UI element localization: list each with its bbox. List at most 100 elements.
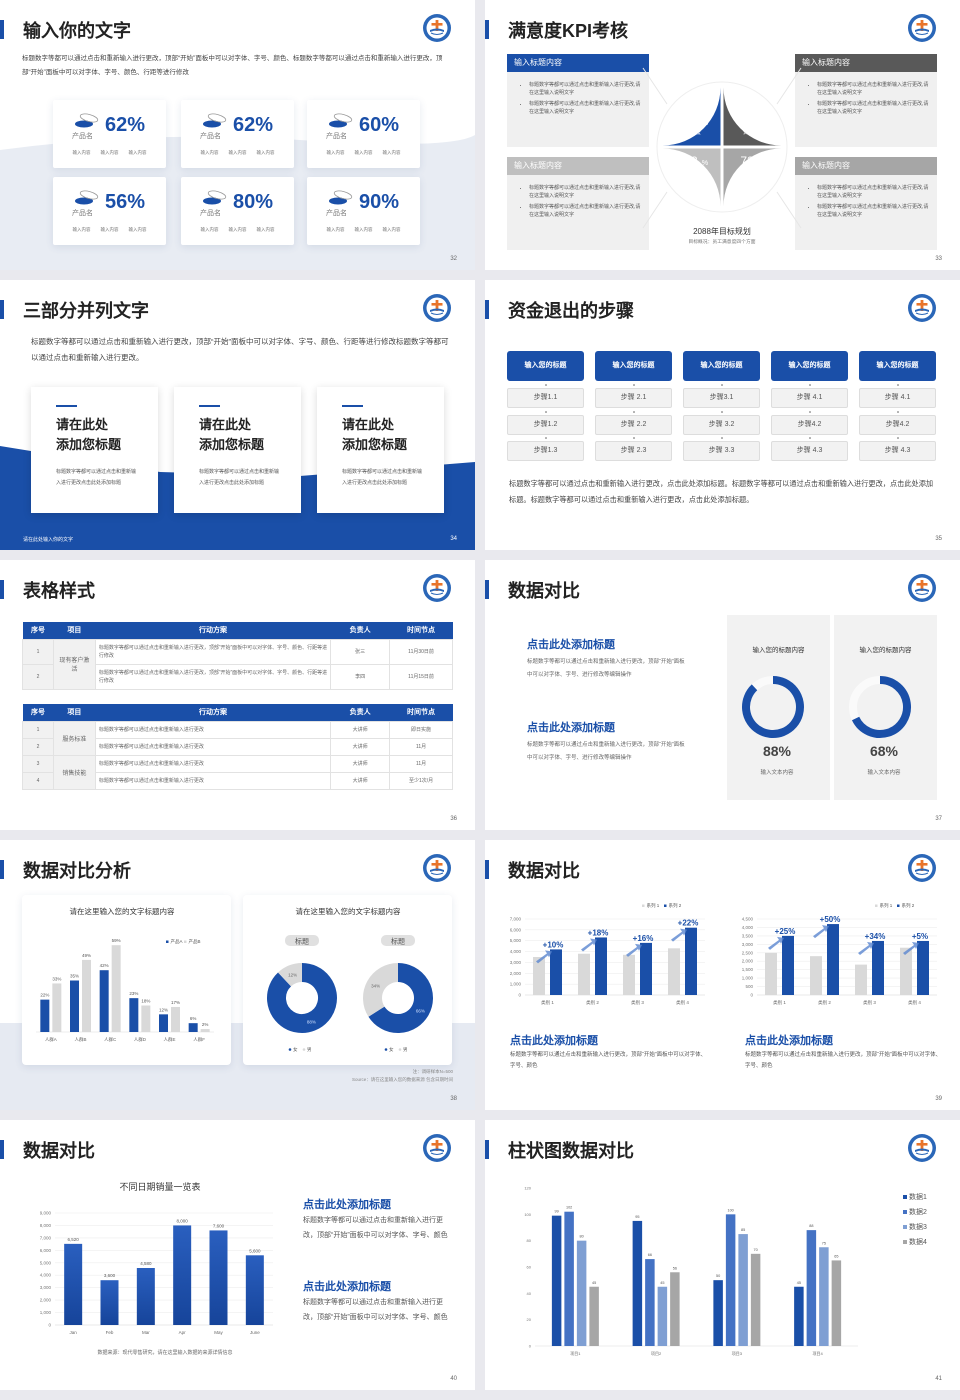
growth-arrow-icon [626,943,642,957]
kpi-card: 56% 产品名 输入内容 输入内容 输入内容 [53,177,166,245]
legend-label: 数据1 [909,1192,927,1201]
title-accent-bar [485,860,489,879]
page-number: 33 [935,256,942,262]
chart-canvas: 0 20 40 60 80 100 120 项目1 99 102 80 45 项目2 95 66 45 56 项目… [524,1186,927,1357]
quadrant-unit: % [758,120,764,127]
y-tick-label: 1,000 [742,976,754,981]
bullet-list: 标题数字等都可以通过点击和重新输入进行更改,请在这里输入说明文字标题数字等都可以… [525,185,641,219]
y-tick-label: 2,000 [40,1298,52,1303]
plan-cell: 标题数字等都可以通过点击和重新输入进行更改 [94,771,332,790]
title-accent-bar [0,20,4,39]
data-label: 50 [716,1274,720,1278]
data-label: 45 [660,1281,664,1285]
slice-label: 12% [288,972,297,977]
donut-card: 输入您的标题内容 88% 输入文本内容 [727,615,830,800]
legend-label: 产品B [189,938,201,945]
bar-chart-title: 请在这里输入您的文字标题内容 [69,907,175,916]
slide-39: 数据对比 0 1,000 2,000 3,000 4,000 5,000 6,000 7,00… [485,840,960,1110]
connector-dot [897,437,899,439]
legend-label: 数据3 [909,1222,927,1231]
page-number: 32 [450,256,457,262]
legend-label: 系列 1 [880,902,893,909]
logo-icon [422,1133,452,1163]
project-cell: 现有客户激活 [52,638,96,690]
y-tick-label: 0 [750,993,753,998]
slide-38: 数据对比分析 请在这里输入您的文字标题内容 请在这里输入您的文字标题内容 人群A… [0,840,475,1110]
bar [159,1014,168,1032]
y-tick-label: 1,000 [510,982,522,987]
column-header: 时间节点 [389,622,453,639]
title-accent-bar [485,20,489,39]
pie-quadrant [662,87,721,146]
bar [70,980,79,1032]
y-tick-label: 5,000 [40,1260,52,1265]
growth-annotation: +22% [678,919,699,928]
growth-arrow-icon [903,941,919,955]
kpi-text-box: 输入标题内容标题数字等都可以通过点击和重新输入进行更改,请在这里输入说明文字标题… [795,157,937,250]
donut-slice [267,963,337,1033]
bar [136,1268,155,1325]
sub-label: 输入内容 [256,227,275,232]
donut-chart [849,676,911,738]
x-tick-label: Apr [179,1330,187,1335]
step-header: 输入您的标题 [507,351,584,381]
legend-swatch [875,904,878,907]
row-number: 1 [22,720,54,739]
card-text: 标题数字等都可以通过点击和重新输入进行更改点击此处添加标题 [56,469,137,486]
logo-icon [422,573,452,603]
legend-dot [384,1048,388,1051]
bullet-item: 标题数字等都可以通过点击和重新输入进行更改,请在这里输入说明文字 [529,101,641,116]
card-title: 请在此处 添加您标题 [342,417,408,452]
quadrant-value: 72 [740,154,754,168]
x-tick-label: Feb [106,1330,114,1335]
box-body: 标题数字等都可以通过点击和重新输入进行更改,请在这里输入说明文字标题数字等都可以… [507,72,649,147]
box-header: 输入标题内容 [507,54,649,72]
slide-title: 资金退出的步骤 [508,301,634,321]
box-header: 输入标题内容 [507,157,649,175]
data-label: 23% [129,991,138,996]
step-box: 步骤 4.1 [771,388,848,408]
deadline-cell: 至少1次/月 [389,771,453,790]
growth-arrow-icon [858,941,874,955]
outer-ring [656,81,788,213]
step-box: 步骤1.3 [507,441,584,461]
growth-annotation: +5% [912,932,928,941]
step-box: 步骤 4.3 [859,441,936,461]
box-body: 标题数字等都可以通过点击和重新输入进行更改,请在这里输入说明文字标题数字等都可以… [795,72,937,147]
growth-annotation: +10% [543,940,564,949]
block-heading: 点击此处添加标题 [527,639,615,651]
bar [765,952,777,995]
legend-swatch [166,940,169,943]
chart-canvas: 0 1,000 2,000 3,000 4,000 5,000 6,000 7,000 8,00… [40,1211,273,1335]
x-tick-label: 类别 1 [773,999,786,1006]
connector-dot [721,411,723,413]
row-number: 2 [22,663,54,690]
growth-arrow-icon [768,936,784,950]
connector-dot [809,411,811,413]
bar [551,1215,562,1346]
kpi-text-box: 输入标题内容标题数字等都可以通过点击和重新输入进行更改,请在这里输入说明文字标题… [507,157,649,250]
table-row: 2 标题数字等都可以通过点击和重新输入进行更改，顶部“开始”面板中可以对字体、字号… [22,663,453,690]
page-number: 37 [935,816,942,822]
donut-slice [363,963,399,1017]
box-header: 输入标题内容 [795,157,937,175]
step-box: 步骤4.2 [859,415,936,435]
feature-card: 请在此处 添加您标题 标题数字等都可以通过点击和重新输入进行更改点击此处添加标题 [317,387,444,513]
plan-cell: 标题数字等都可以通过点击和重新输入进行更改，顶部“开始”面板中可以对字体、字号、… [94,638,332,665]
legend-label: 系列 2 [902,902,915,909]
donut-slice [368,963,433,1033]
step-box: 步骤 2.3 [595,441,672,461]
step-box: 步骤 2.1 [595,388,672,408]
project-cell: 销售技能 [52,754,96,790]
step-box: 步骤 4.1 [859,388,936,408]
logo-icon [422,13,452,43]
y-tick-label: 2,000 [510,971,522,976]
data-label: 35% [70,974,79,979]
legend-label: 产品A [171,938,183,945]
column-header: 负责人 [330,704,390,721]
legend-label: 女 [389,1046,394,1053]
page-number: 40 [450,1376,457,1382]
action-table: 序号 项目 行动方案 负责人 时间节点 1 现有客户激活 标题数字等都可以通过点击和重新输入进… [22,622,453,690]
x-tick-label: 类别 2 [586,999,599,1006]
